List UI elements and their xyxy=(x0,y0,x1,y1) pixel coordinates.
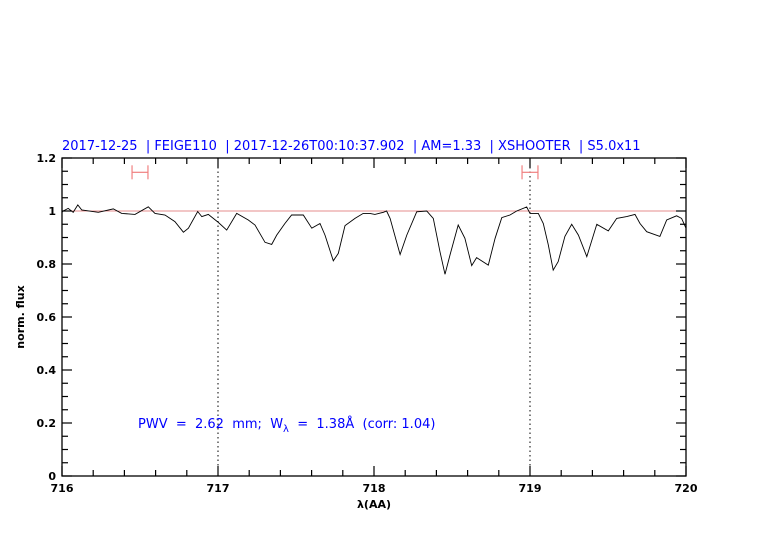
pwv-annotation: PWV = 2.62 mm; Wλ = 1.38Å (corr: 1.04) xyxy=(138,416,435,435)
x-tick-label: 720 xyxy=(675,482,698,495)
spectrum-line xyxy=(61,204,687,275)
error-bar xyxy=(131,165,149,180)
annotation-prefix: PWV = 2.62 mm; W xyxy=(138,417,283,432)
y-tick-label: 1.2 xyxy=(37,152,57,165)
y-tick-label: 0.8 xyxy=(37,258,57,271)
y-axis-label: norm. flux xyxy=(14,285,27,348)
x-tick-label: 717 xyxy=(207,482,230,495)
x-tick-label: 716 xyxy=(51,482,74,495)
annotation-subscript: λ xyxy=(283,424,289,435)
x-axis-label: λ(AA) xyxy=(357,498,391,511)
y-tick-label: 0 xyxy=(48,470,56,483)
y-tick-label: 1 xyxy=(48,205,56,218)
y-tick-label: 0.2 xyxy=(37,417,57,430)
y-tick-label: 0.4 xyxy=(37,364,57,377)
x-tick-label: 718 xyxy=(363,482,386,495)
chart-title: 2017-12-25 | FEIGE110 | 2017-12-26T00:10… xyxy=(62,139,641,154)
annotation-suffix: = 1.38Å (corr: 1.04) xyxy=(289,416,435,432)
y-tick-label: 0.6 xyxy=(37,311,57,324)
error-bar xyxy=(521,165,539,180)
x-tick-label: 719 xyxy=(519,482,542,495)
